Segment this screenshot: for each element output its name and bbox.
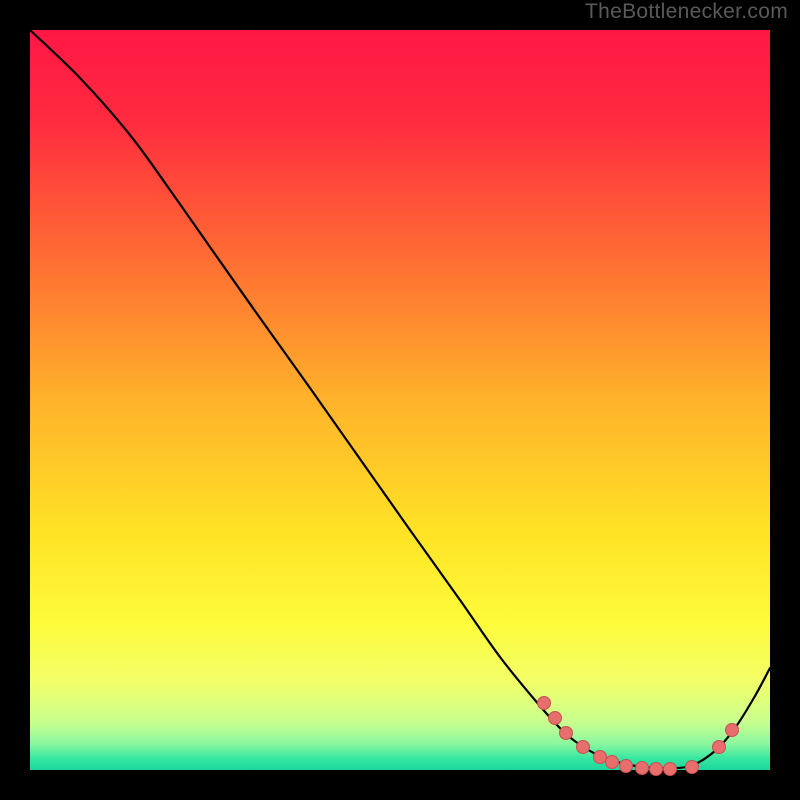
curve-marker xyxy=(650,763,663,776)
watermark-text: TheBottlenecker.com xyxy=(585,0,788,24)
curve-marker xyxy=(664,763,677,776)
curve-marker xyxy=(726,724,739,737)
curve-marker xyxy=(606,756,619,769)
curve-marker xyxy=(686,761,699,774)
curve-marker xyxy=(636,762,649,775)
curve-marker xyxy=(560,727,573,740)
curve-marker xyxy=(538,697,551,710)
curve-marker xyxy=(594,751,607,764)
chart-stage: TheBottlenecker.com xyxy=(0,0,800,800)
curve-marker xyxy=(549,712,562,725)
curve-marker xyxy=(577,741,590,754)
plot-area xyxy=(0,0,800,800)
curve-marker xyxy=(713,741,726,754)
gradient-background xyxy=(30,30,770,770)
curve-marker xyxy=(620,760,633,773)
